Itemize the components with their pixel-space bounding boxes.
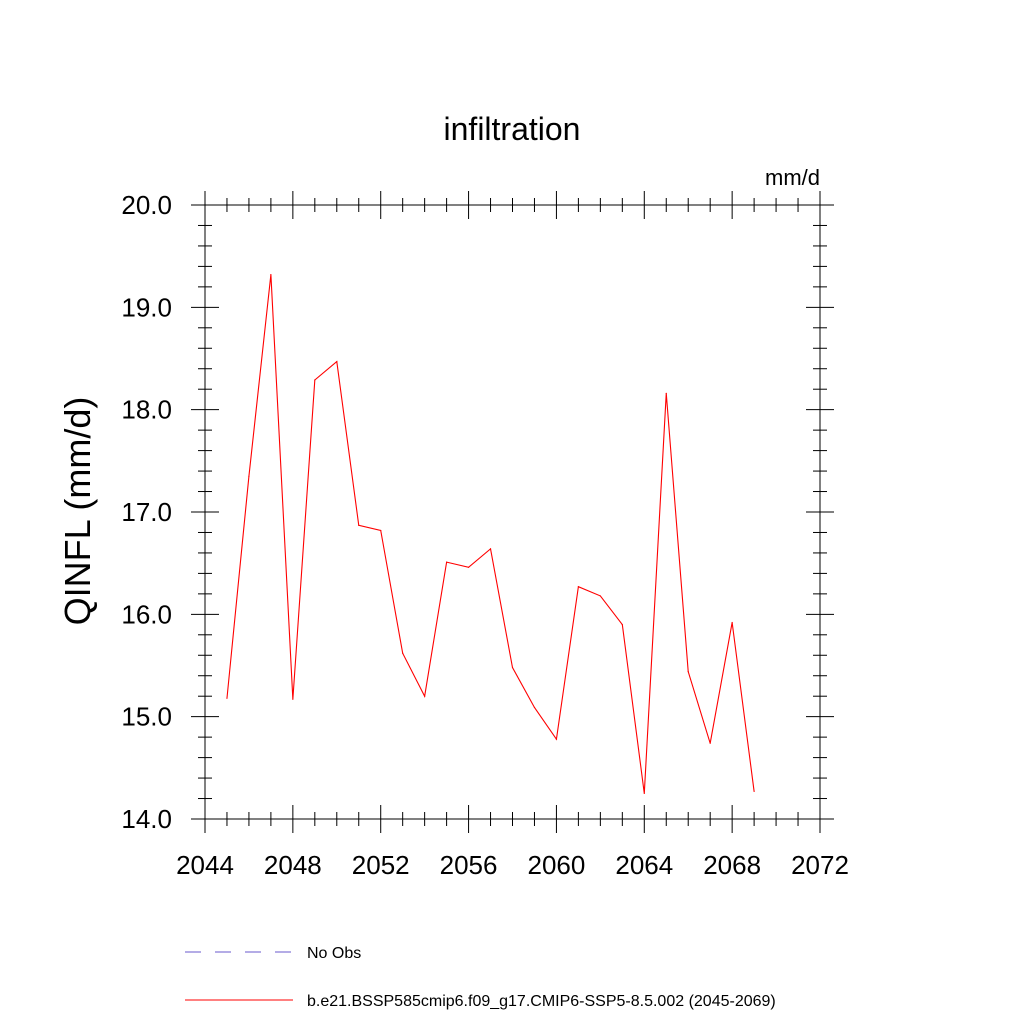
data-point — [577, 586, 579, 588]
plot-frame — [204, 204, 821, 820]
data-point — [599, 595, 601, 597]
axis-tick-labels: 2044 2048 2052 2056 2060 2064 2068 2072 14.0 15.0… — [121, 190, 849, 880]
data-point — [511, 666, 514, 669]
x-tick-label: 2052 — [352, 850, 410, 880]
data-point — [621, 623, 623, 626]
y-tick-label: 20.0 — [121, 190, 172, 220]
data-point — [292, 698, 294, 700]
data-point — [314, 379, 316, 381]
y-tick-label: 16.0 — [121, 599, 172, 629]
x-tick-label: 2060 — [528, 850, 586, 880]
legend: No Obs b.e21.BSSP585cmip6.f09_g17.CMIP6-… — [185, 945, 776, 1010]
x-tick-label: 2072 — [791, 850, 849, 880]
data-point — [467, 566, 470, 568]
data-point — [358, 524, 360, 526]
y-tick-label: 18.0 — [121, 395, 172, 425]
data-point — [336, 360, 338, 363]
x-tick-label: 2044 — [176, 850, 234, 880]
units-label: mm/d — [765, 165, 820, 190]
chart-title: infiltration — [444, 111, 581, 147]
y-axis-label: QINFL (mm/d) — [57, 397, 98, 626]
data-point — [533, 706, 536, 709]
legend-label-model: b.e21.BSSP585cmip6.f09_g17.CMIP6-SSP5-8.… — [307, 993, 776, 1010]
legend-label-no-obs: No Obs — [307, 945, 361, 962]
axis-ticks — [191, 191, 834, 833]
data-point — [643, 792, 645, 795]
y-tick-label: 19.0 — [121, 292, 172, 322]
y-tick-label: 17.0 — [121, 497, 172, 527]
data-point — [731, 621, 733, 624]
y-tick-label: 14.0 — [121, 804, 172, 834]
x-tick-label: 2048 — [264, 850, 322, 880]
series-layer — [226, 273, 755, 795]
data-point — [226, 697, 228, 699]
data-point — [709, 742, 711, 744]
data-point — [753, 790, 755, 792]
data-point — [248, 475, 250, 477]
data-point — [665, 392, 667, 394]
data-point — [555, 738, 558, 740]
data-point — [424, 695, 426, 697]
series-line-0 — [226, 274, 755, 794]
x-tick-label: 2068 — [703, 850, 761, 880]
x-tick-label: 2056 — [440, 850, 498, 880]
data-point — [446, 561, 448, 563]
data-point — [270, 273, 272, 276]
data-point — [380, 529, 382, 532]
data-point — [402, 652, 404, 654]
data-point — [489, 548, 492, 550]
y-tick-label: 15.0 — [121, 702, 172, 732]
x-tick-label: 2064 — [615, 850, 673, 880]
data-point — [687, 671, 689, 673]
